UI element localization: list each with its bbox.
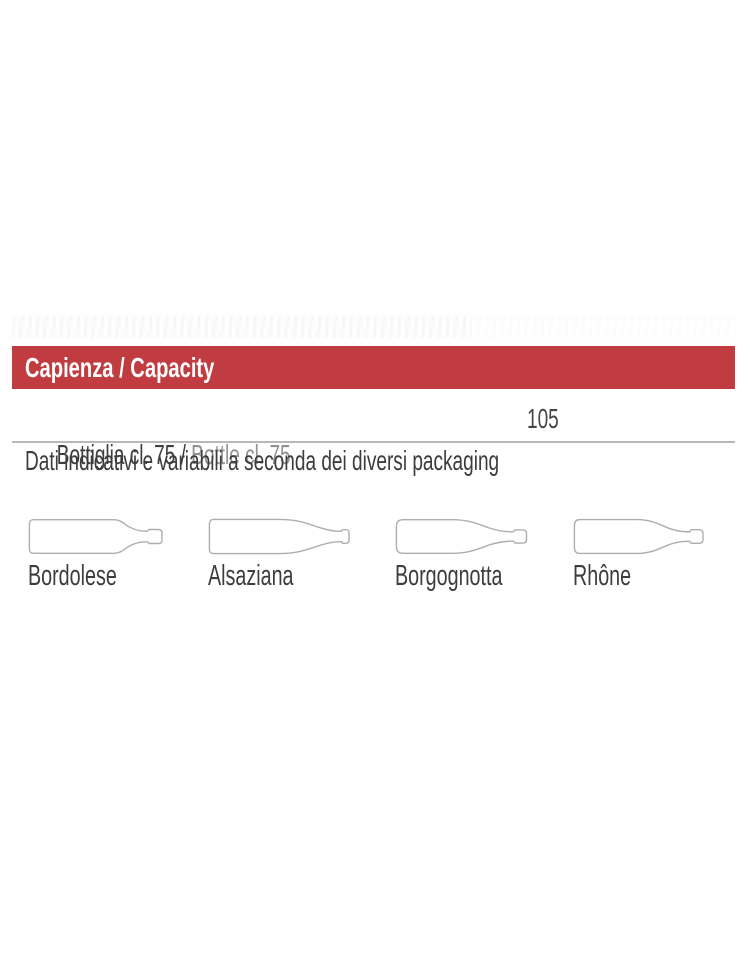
bottle-label: Alsaziana [208, 560, 294, 592]
capacity-section-header: Capienza / Capacity [12, 346, 735, 389]
divider-line [12, 441, 735, 443]
bottle-bordolese: Bordolese [28, 518, 163, 592]
section-title: Capienza / Capacity [25, 352, 215, 383]
burgundy-bottle-icon [395, 519, 528, 554]
bottle-alsaziana: Alsaziana [208, 518, 350, 592]
capacity-label-english: Bottle cl. 75 [191, 439, 291, 470]
capacity-label-italian: Bottiglia cl. 75 / [56, 439, 192, 470]
bordeaux-bottle-icon [28, 519, 163, 554]
bottle-label: Borgognotta [395, 560, 503, 592]
capacity-value: 105 [527, 403, 559, 434]
faint-image-artifact [13, 316, 471, 338]
rhone-bottle-icon [573, 518, 704, 555]
packaging-note: Dati indicativi e variabili a seconda de… [25, 445, 500, 476]
bottle-rhone: Rhône [573, 518, 706, 592]
faint-image-artifact-right [470, 316, 735, 338]
bottle-label: Bordolese [28, 560, 117, 592]
bottle-label: Rhône [573, 560, 632, 592]
alsace-flute-bottle-icon [208, 518, 350, 555]
bottle-borgognotta: Borgognotta [395, 518, 528, 592]
capacity-row: Bottiglia cl. 75 / Bottle cl. 75 [25, 401, 416, 509]
